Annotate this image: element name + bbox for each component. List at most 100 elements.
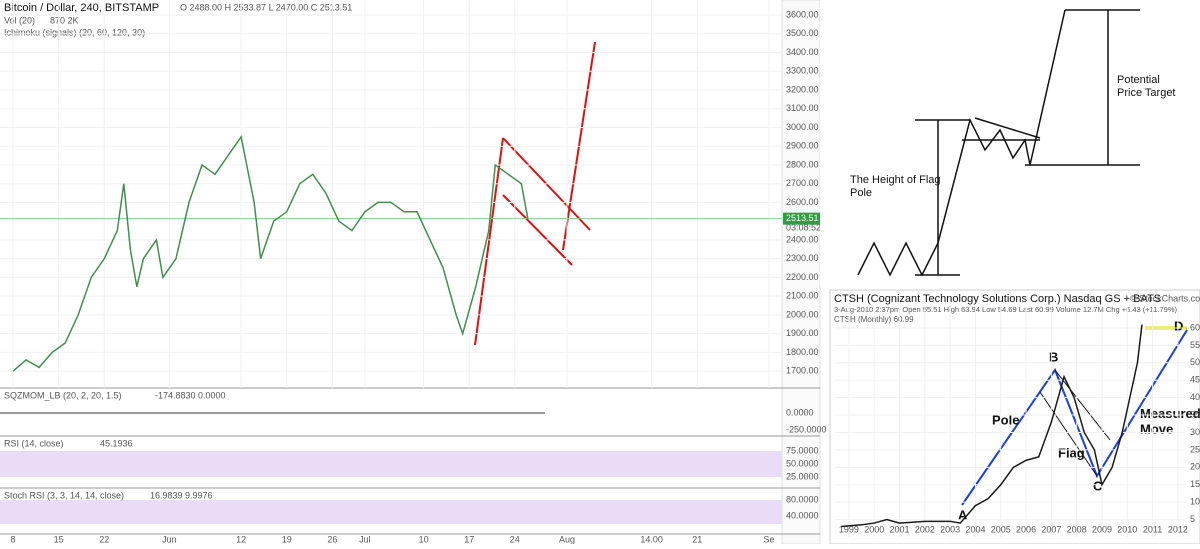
target-text: Potential Price Target [1117, 74, 1176, 99]
x-tick-label: 8 [11, 534, 16, 544]
stoch-label: Stoch RSI (3, 3, 14, 14, close) [4, 490, 124, 500]
y-tick-label: 35 [1190, 409, 1200, 419]
flag-channel [1039, 369, 1111, 477]
sqz-label: SQZMOM_LB (20, 2, 20, 1.5) [4, 390, 122, 400]
y-tick-label: 1800.00 [786, 347, 819, 357]
flag-label: Flag [1058, 445, 1085, 460]
y-tick-label: 3500.00 [786, 28, 819, 38]
x-tick-label: 2009 [1092, 524, 1112, 534]
stoch-value: 16.9839 9.9976 [150, 490, 213, 500]
x-tick-label: 2007 [1041, 524, 1061, 534]
x-tick-label: 26 [327, 534, 337, 544]
last-price-tag [783, 212, 820, 225]
y-tick-label: 2100.00 [786, 291, 819, 301]
ohlc: O 2488.00 H 2533.87 L 2470.00 C 2513.51 [180, 2, 352, 12]
point-c: C [1093, 478, 1103, 493]
y-tick-label: 2300.00 [786, 253, 819, 263]
x-tick-label: 21 [692, 534, 702, 544]
x-tick-label: 1999 [839, 524, 859, 534]
rsi-label: RSI (14, close) [4, 438, 64, 448]
y-tick-label: 15 [1190, 479, 1200, 489]
y-tick-label: 2400.00 [786, 234, 819, 244]
rsi-tick: 25.0000 [786, 471, 819, 481]
tv-title: Bitcoin / Dollar, 240, BITSTAMP [4, 2, 159, 14]
y-tick-label: 2900.00 [786, 141, 819, 151]
x-tick-label: Jul [359, 534, 371, 544]
y-tick-label: 60 [1190, 322, 1200, 332]
y-tick-label: 2600.00 [786, 197, 819, 207]
x-tick-label: 2005 [991, 524, 1011, 534]
sc-quote: 3-Aug-2010 2:37pm Open 55.51 High 63.94 … [834, 305, 1178, 314]
y-tick-label: 3300.00 [786, 66, 819, 76]
sqz-tick: -250.0000 [786, 424, 827, 434]
point-b: B [1049, 349, 1058, 364]
rsi-tick: 75.0000 [786, 445, 819, 455]
y-tick-label: 3200.00 [786, 84, 819, 94]
y-tick-label: 2700.00 [786, 178, 819, 188]
x-tick-label: 2001 [890, 524, 910, 534]
x-tick-label: 2008 [1067, 524, 1087, 534]
rsi-band [0, 451, 782, 477]
x-tick-label: 17 [464, 534, 474, 544]
measured-move [961, 329, 1188, 506]
sc-brand: © StockCharts.com [1130, 293, 1200, 303]
timer: 03:08:52 [786, 222, 821, 232]
pole-label: Pole [992, 412, 1019, 427]
price-line [12, 134, 529, 372]
x-tick-label: 19 [282, 534, 292, 544]
x-tick-label: 2011 [1143, 524, 1162, 534]
rsi-tick: 50.0000 [786, 458, 819, 468]
diagram-panel [820, 0, 1200, 286]
stoch-tick: 40.0000 [786, 510, 819, 520]
y-tick-label: 3100.00 [786, 103, 819, 113]
x-tick-label: 15 [54, 534, 64, 544]
sqz-value: -174.8830 0.0000 [155, 390, 226, 400]
x-tick-label: Aug [559, 534, 575, 544]
x-tick-label: Jun [162, 534, 177, 544]
move-label: Measured Move [1140, 406, 1200, 437]
last-price-text: 2513.51 [786, 213, 819, 223]
y-tick-label: 50 [1190, 357, 1200, 367]
y-tick-label: 25 [1190, 444, 1200, 454]
y-tick-label: 2000.00 [786, 309, 819, 319]
rsi-value: 45.1936 [100, 438, 133, 448]
x-tick-label: 2004 [965, 524, 985, 534]
y-tick-label: 1700.00 [786, 366, 819, 376]
y-tick-label: 40 [1190, 392, 1200, 402]
x-tick-label: 10 [419, 534, 429, 544]
x-tick-label: 14.00 [640, 534, 663, 544]
y-tick-label: 3600.00 [786, 9, 819, 19]
x-tick-label: 2000 [864, 524, 884, 534]
x-tick-label: 2003 [940, 524, 960, 534]
y-tick-label: 5 [1190, 514, 1195, 524]
x-tick-label: Se [763, 534, 774, 544]
y-tick-label: 30 [1190, 427, 1200, 437]
x-tick-label: 22 [99, 534, 109, 544]
y-tick-label: 2200.00 [786, 272, 819, 282]
y-tick-label: 1900.00 [786, 328, 819, 338]
x-tick-label: 2006 [1016, 524, 1036, 534]
y-tick-label: 55 [1190, 340, 1200, 350]
point-a: A [958, 507, 968, 522]
y-tick-label: 2800.00 [786, 159, 819, 169]
y-tick-label: 3400.00 [786, 47, 819, 57]
x-tick-label: 24 [510, 534, 520, 544]
stoch-tick: 80.0000 [786, 494, 819, 504]
y-tick-label: 3000.00 [786, 122, 819, 132]
x-tick-label: 2002 [915, 524, 935, 534]
y-tick-label: 45 [1190, 375, 1200, 385]
vol-label: Vol (20) [4, 15, 35, 25]
y-tick-label: 20 [1190, 462, 1200, 472]
stoch-band [0, 500, 782, 524]
pole-text: The Height of Flag Pole [850, 174, 941, 199]
ichimoku-label: Ichimoku (signals) (20, 60, 120, 30) [4, 27, 145, 37]
x-tick-label: 2012 [1168, 524, 1188, 534]
sqz-tick: 0.0000 [786, 407, 814, 417]
sc-header: CTSH (Cognizant Technology Solutions Cor… [834, 293, 1161, 305]
x-tick-label: 12 [236, 534, 246, 544]
price-axis [781, 0, 821, 545]
y-tick-label: 10 [1190, 497, 1200, 507]
point-d: D [1174, 318, 1183, 333]
flag-diagram [857, 9, 1140, 277]
